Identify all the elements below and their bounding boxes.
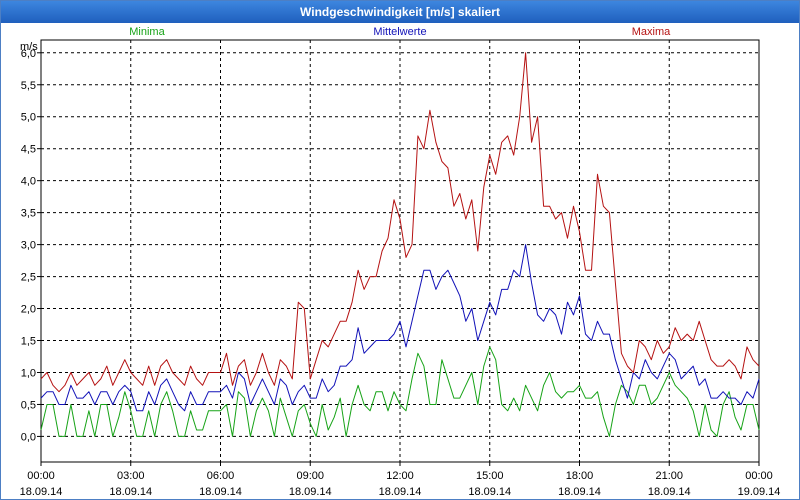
y-tick-label: 4,0 (21, 176, 36, 188)
y-tick-label: 6,0 (21, 48, 36, 60)
series-line-mittelwerte (40, 244, 760, 412)
x-tick-date: 18.09.14 (468, 486, 511, 498)
x-tick-date: 18.09.14 (648, 486, 691, 498)
legend-maxima: Maxima (632, 26, 671, 38)
x-tick-time: 21:00 (655, 470, 683, 482)
x-tick-time: 09:00 (296, 470, 324, 482)
y-tick-label: 1,0 (21, 367, 36, 379)
legend-mittelwerte: Mittelwerte (373, 26, 426, 38)
y-tick-label: 1,5 (21, 336, 36, 348)
y-tick-label: 3,0 (21, 240, 36, 252)
y-tick-label: 2,5 (21, 272, 36, 284)
x-tick-date: 18.09.14 (20, 486, 63, 498)
y-tick-label: 5,5 (21, 80, 36, 92)
x-tick-time: 00:00 (27, 470, 55, 482)
legend: Minima Mittelwerte Maxima (129, 26, 671, 38)
legend-minima: Minima (129, 26, 165, 38)
x-tick-time: 03:00 (117, 470, 145, 482)
x-tick-date: 18.09.14 (379, 486, 422, 498)
x-tick-date: 18.09.14 (289, 486, 332, 498)
y-tick-label: 4,5 (21, 144, 36, 156)
x-tick-time: 06:00 (207, 470, 235, 482)
series-lines (40, 52, 760, 437)
x-tick-time: 18:00 (566, 470, 594, 482)
series-line-minima (40, 346, 760, 437)
y-tick-label: 0,5 (21, 399, 36, 411)
x-tick-date: 18.09.14 (199, 486, 242, 498)
series-line-maxima (40, 52, 760, 393)
axis-ticks: 0,0 0,5 1,0 1,5 2,0 2,5 3,0 3,5 4,0 4,5 5,0 5,5 6,0 0… (20, 48, 781, 498)
y-axis-label: m/s (20, 41, 38, 53)
grid (41, 40, 759, 462)
y-tick-label: 3,5 (21, 208, 36, 220)
x-tick-date: 18.09.14 (109, 486, 152, 498)
window-title: Windgeschwindigkeit [m/s] skaliert (1, 1, 799, 23)
y-tick-label: 2,0 (21, 304, 36, 316)
x-tick-date: 18.09.14 (558, 486, 601, 498)
x-tick-time: 00:00 (745, 470, 773, 482)
x-tick-date: 19.09.14 (738, 486, 781, 498)
x-tick-time: 15:00 (476, 470, 504, 482)
y-tick-label: 0,0 (21, 431, 36, 443)
y-tick-label: 5,0 (21, 112, 36, 124)
x-tick-time: 12:00 (386, 470, 414, 482)
